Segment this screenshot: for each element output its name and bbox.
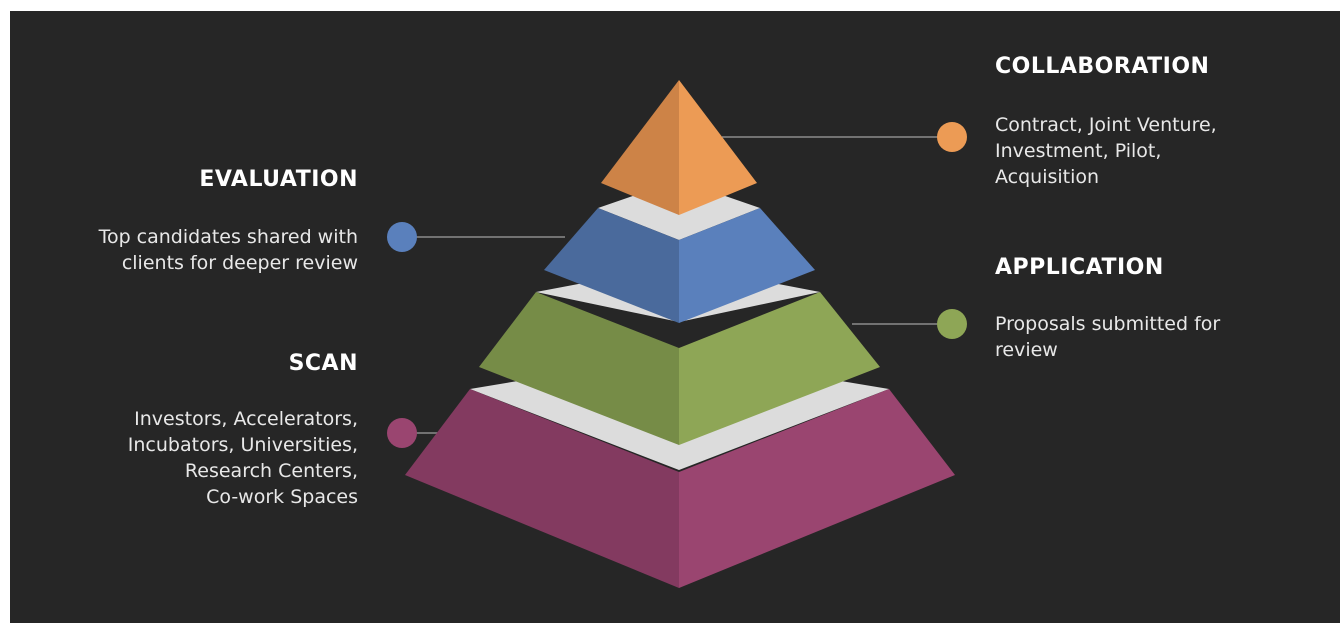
marker-dot-collaboration (937, 122, 967, 152)
stage-description-evaluation: Top candidates shared with clients for d… (99, 224, 358, 276)
tier-scan-left (405, 389, 679, 588)
tier-evaluation-left (544, 208, 679, 323)
description-line: Research Centers, (184, 460, 358, 482)
marker-dot-application (937, 309, 967, 339)
tier-application-left (479, 292, 679, 445)
description-line: Investment, Pilot, (995, 140, 1162, 162)
description-line: review (995, 339, 1058, 361)
description-line: Top candidates shared with (98, 226, 358, 248)
description-line: Incubators, Universities, (127, 434, 358, 456)
stage-description-application: Proposals submitted for review (995, 311, 1220, 363)
tier-collaboration-left (601, 80, 679, 215)
description-line: Investors, Accelerators, (134, 408, 358, 430)
stage-title-collaboration: COLLABORATION (995, 54, 1210, 79)
tier-scan-right (679, 389, 955, 588)
tier-evaluation-right (679, 208, 815, 323)
stage-description-collaboration: Contract, Joint Venture, Investment, Pil… (995, 112, 1217, 190)
stage-title-scan: SCAN (288, 351, 358, 376)
marker-dot-scan (387, 418, 417, 448)
stage-title-application: APPLICATION (995, 255, 1164, 280)
tier-collaboration-right (679, 80, 757, 215)
stage-title-evaluation: EVALUATION (199, 167, 358, 192)
description-line: clients for deeper review (121, 252, 358, 274)
stage-description-scan: Investors, Accelerators, Incubators, Uni… (128, 406, 358, 510)
tier-application-right (679, 292, 880, 445)
description-line: Acquisition (995, 166, 1100, 188)
description-line: Proposals submitted for (995, 313, 1221, 335)
marker-dot-evaluation (387, 222, 417, 252)
description-line: Contract, Joint Venture, (995, 114, 1217, 136)
description-line: Co-work Spaces (206, 486, 358, 508)
